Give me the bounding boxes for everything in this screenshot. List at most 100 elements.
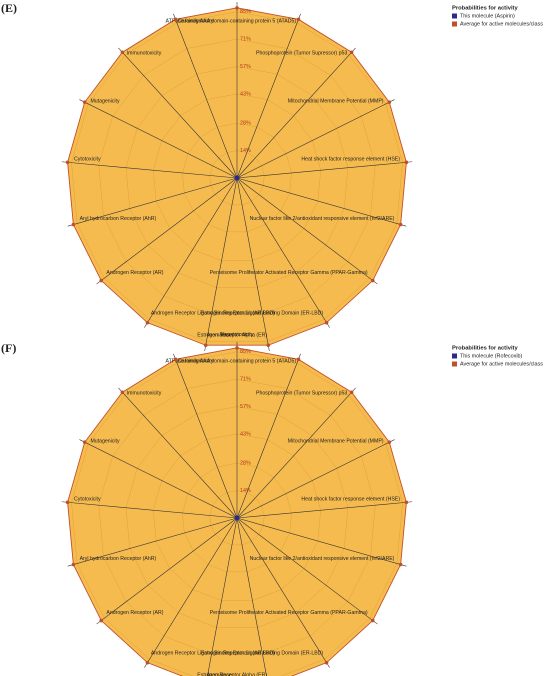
legend-label: Average for active molecules/class xyxy=(460,21,543,27)
series-point xyxy=(145,660,150,665)
grid-ring xyxy=(98,38,376,315)
legend-title: Probabilities for activity xyxy=(452,6,518,12)
category-label: Aromatase xyxy=(207,332,232,338)
spoke xyxy=(236,439,395,519)
grid-ring xyxy=(153,433,321,601)
r-tick-label: 57% xyxy=(240,64,251,70)
spoke xyxy=(204,177,238,352)
spoke xyxy=(236,387,356,519)
legend-swatch xyxy=(452,361,457,367)
grid-ring xyxy=(125,406,349,628)
category-label: Nuclear factor like 2/antioxidant respon… xyxy=(250,216,395,222)
series-point xyxy=(235,346,239,350)
series-point xyxy=(266,343,271,348)
spoke xyxy=(236,177,407,227)
series-point xyxy=(387,440,392,444)
series-point xyxy=(324,660,329,665)
grid-ring xyxy=(125,66,349,288)
category-label: Carcinogenicity xyxy=(178,359,214,365)
r-tick-label: 43% xyxy=(240,91,251,97)
category-label: Carcinogenicity xyxy=(178,19,214,25)
legend-title: Probabilities for activity xyxy=(452,346,518,352)
series-point xyxy=(404,500,409,505)
grid-ring xyxy=(182,123,292,233)
category-label: Estrogen Receptor Alpha (ER) xyxy=(197,332,267,338)
grid-ring xyxy=(209,150,265,206)
series-point xyxy=(296,357,301,362)
legend-label: Average for active molecules/class xyxy=(460,361,543,367)
category-label: Mitochondrial Membrane Potential (MMP) xyxy=(288,438,384,444)
category-label: Androgen Receptor (AR) xyxy=(106,610,163,616)
spoke xyxy=(236,501,413,519)
category-label: Cytotoxicity xyxy=(74,156,101,162)
r-tick-label: 28% xyxy=(240,461,251,467)
r-tick-label: 14% xyxy=(240,148,251,154)
series-point xyxy=(370,278,375,283)
series-point xyxy=(387,100,392,104)
panel-label: (F) xyxy=(1,341,16,355)
category-label: Aromatase xyxy=(207,672,232,676)
series-point xyxy=(349,390,354,395)
category-label: Estrogen Receptor Alpha (ER) xyxy=(197,672,267,676)
category-label: ATPase family AAA domain-containing prot… xyxy=(166,359,297,365)
legend-swatch xyxy=(452,13,457,19)
legend-label: This molecule (Rofecoxib) xyxy=(460,353,523,359)
spoke xyxy=(144,177,238,328)
r-tick-label: 85% xyxy=(240,9,251,15)
category-label: Immunotoxicity xyxy=(127,390,162,396)
series-point xyxy=(370,618,375,623)
category-label: Hepatotoxicity xyxy=(221,332,254,338)
spoke xyxy=(236,161,413,179)
legend-label: This molecule (Aspirin) xyxy=(460,13,515,19)
series-point xyxy=(145,320,150,325)
legend-swatch xyxy=(452,21,457,27)
series-point xyxy=(71,562,76,567)
spoke xyxy=(61,501,238,519)
spoke xyxy=(173,353,238,519)
series-point xyxy=(349,50,354,55)
category-label: Phosphoprotein (Tumor Supressor) p53 xyxy=(256,50,347,56)
r-tick-label: 85% xyxy=(240,349,251,355)
grid-ring xyxy=(153,93,321,261)
category-label: Nuclear factor like 2/antioxidant respon… xyxy=(250,556,395,562)
category-label: ATPase family AAA domain-containing prot… xyxy=(166,19,297,25)
legend-swatch xyxy=(452,353,457,359)
series-point xyxy=(234,515,240,521)
spoke xyxy=(236,47,356,179)
spoke xyxy=(79,99,238,179)
category-label: Phosphoprotein (Tumor Supressor) p53 xyxy=(256,390,347,396)
series-point xyxy=(99,618,104,623)
r-tick-label: 71% xyxy=(240,377,251,383)
spoke xyxy=(207,517,238,676)
category-label: Heat shock factor response element (HSE) xyxy=(301,156,400,162)
spoke xyxy=(236,517,330,668)
series-point xyxy=(173,357,178,362)
series-point xyxy=(82,440,87,444)
series-point xyxy=(65,160,70,165)
category-label: Cytotoxicity xyxy=(74,496,101,502)
spoke xyxy=(236,517,378,625)
spoke xyxy=(236,353,301,519)
series-point xyxy=(235,6,239,10)
spoke xyxy=(67,177,238,227)
grid-ring xyxy=(98,378,376,655)
category-label: Immunotoxicity xyxy=(127,50,162,56)
spoke xyxy=(61,161,238,179)
series-point xyxy=(173,17,178,22)
series-point xyxy=(324,320,329,325)
spoke xyxy=(144,517,238,668)
series-point xyxy=(120,390,125,395)
series-point xyxy=(404,160,409,165)
spoke xyxy=(236,517,407,567)
r-tick-label: 71% xyxy=(240,37,251,43)
series-point xyxy=(71,222,76,227)
r-tick-label: 14% xyxy=(240,488,251,494)
spoke xyxy=(236,177,330,328)
category-label: Aryl hydrocarbon Receptor (AhR) xyxy=(80,556,157,562)
spoke xyxy=(67,517,238,567)
spoke xyxy=(118,47,238,179)
series-point xyxy=(203,343,208,348)
series-point xyxy=(65,500,70,505)
spoke xyxy=(96,177,238,285)
